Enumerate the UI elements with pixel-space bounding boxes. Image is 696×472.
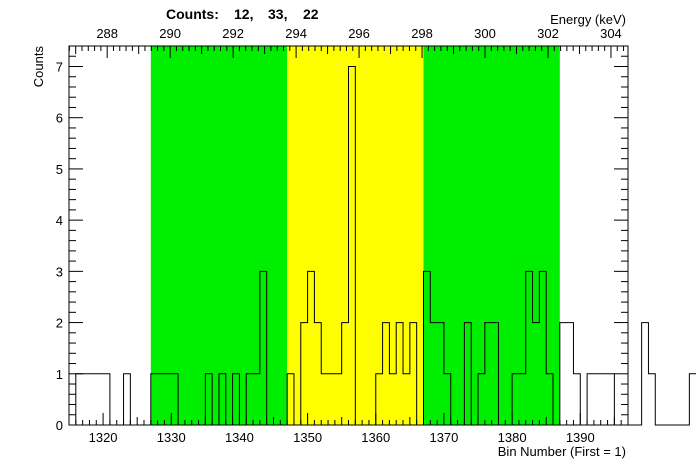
x-tick-label: 1330 [157,430,186,445]
y-axis-label: Counts [31,46,46,88]
x-tick-label: 1390 [566,430,595,445]
region-left-background [150,46,288,425]
x-tick-label: 1370 [429,430,458,445]
y-tick-label: 4 [56,213,63,228]
counts-value-2: 33, [268,6,287,22]
counts-value-1: 12, [234,6,253,22]
counts-value-3: 22 [303,6,319,22]
energy-tick-label: 292 [222,26,244,41]
y-tick-label: 1 [56,367,63,382]
axes-layer: 1320 1330 1340 1350 1360 1370 1380 1390 0 1 2 3 4 5 6 7… [56,26,629,445]
x-tick-label: 1380 [498,430,527,445]
y-tick-label: 5 [56,162,63,177]
y-tick-label: 2 [56,316,63,331]
y-tick-label: 0 [56,418,63,433]
counts-label: Counts: [166,6,219,22]
energy-tick-label: 300 [474,26,496,41]
energy-tick-label: 290 [159,26,181,41]
energy-tick-label: 298 [411,26,433,41]
energy-tick-label: 304 [600,26,622,41]
x-tick-label: 1340 [225,430,254,445]
y-tick-label: 6 [56,111,63,126]
energy-tick-label: 294 [285,26,307,41]
x-axis-label: Bin Number (First = 1) [498,444,626,459]
y-tick-label: 3 [56,264,63,279]
x-tick-label: 1350 [293,430,322,445]
y-tick-label: 7 [56,59,63,74]
energy-tick-label: 288 [96,26,118,41]
energy-tick-label: 302 [537,26,559,41]
region-right-background [423,46,560,425]
x-tick-label: 1360 [361,430,390,445]
energy-tick-label: 296 [348,26,370,41]
x-tick-label: 1320 [89,430,118,445]
energy-axis-label: Energy (keV) [550,12,626,27]
